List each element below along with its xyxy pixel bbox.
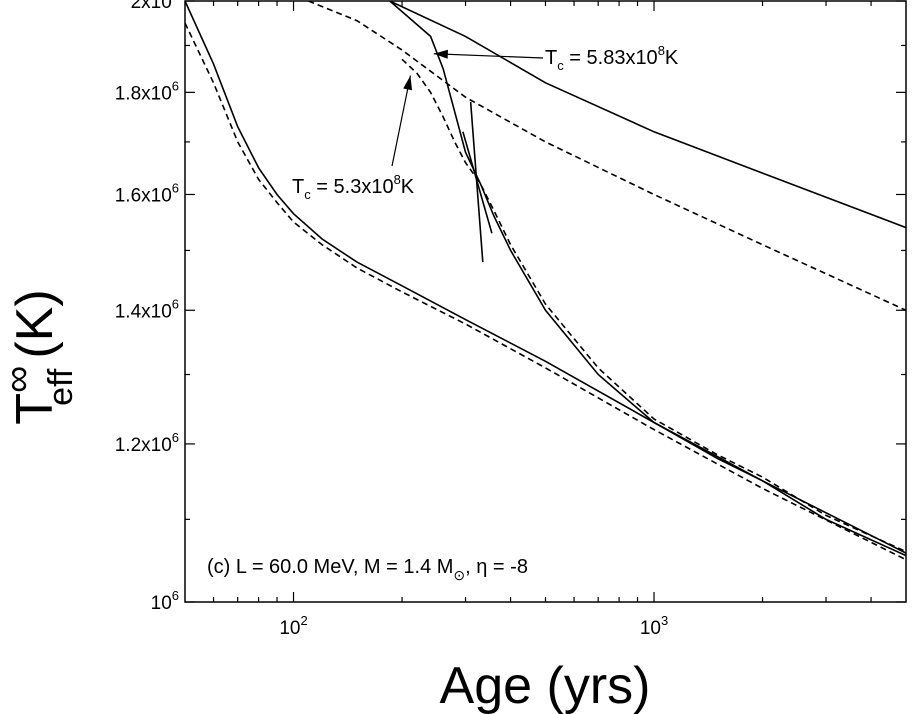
axis-ticks bbox=[185, 0, 906, 603]
annotation-tc-low: Tc = 5.3x108K bbox=[292, 172, 415, 202]
annotation-tc-low-arrow bbox=[391, 75, 412, 167]
annotation-tc-high-arrow bbox=[433, 53, 544, 59]
parameter-legend: (c) L = 60.0 MeV, M = 1.4 M⊙, η = -8 bbox=[207, 556, 528, 583]
series-dashed-3 bbox=[308, 1, 906, 312]
y-tick-label: 1.2x106 bbox=[115, 430, 179, 456]
x-axis-label: Age (yrs) bbox=[440, 657, 651, 714]
annotation-tc-low-arrowhead bbox=[403, 75, 413, 91]
series-dashed-1 bbox=[185, 22, 906, 561]
annotation-tc-high-arrowhead bbox=[433, 49, 448, 59]
annotation-tc-high: Tc = 5.83x108K bbox=[545, 43, 679, 73]
y-tick-label: 1.8x106 bbox=[115, 78, 179, 104]
y-tick-label: 1.4x106 bbox=[115, 296, 179, 322]
y-axis-label: T∞eff(K) bbox=[0, 289, 80, 424]
series-solid-4 bbox=[389, 1, 906, 557]
y-tick-label: 106 bbox=[151, 588, 179, 614]
tick-labels: 102 103 106 1.2x106 1.4x106 1.6x106 1.8x106 2x1… bbox=[115, 0, 668, 639]
y-tick-label: 1.6x106 bbox=[115, 180, 179, 206]
x-tick-label: 102 bbox=[279, 613, 307, 639]
plot-frame bbox=[184, 0, 907, 603]
y-tick-label: 2x106 bbox=[131, 0, 179, 13]
series-solid-2 bbox=[389, 1, 906, 229]
tangent-steeper bbox=[469, 101, 484, 263]
plot-lines bbox=[185, 1, 906, 561]
series-solid-0 bbox=[185, 1, 906, 554]
x-tick-label: 103 bbox=[640, 613, 668, 639]
series-dashed-5 bbox=[401, 58, 906, 553]
